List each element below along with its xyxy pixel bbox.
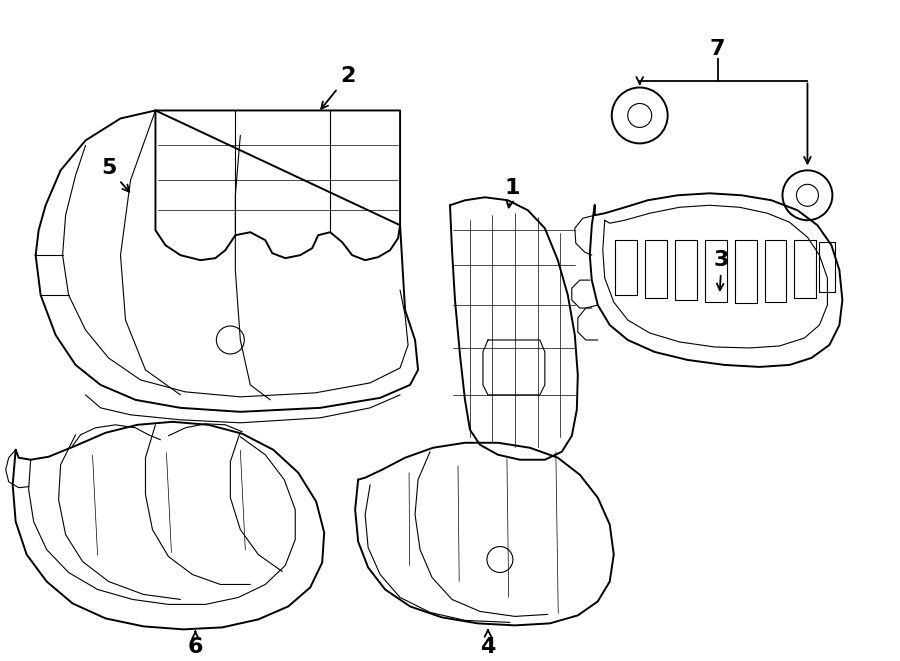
Text: 1: 1 (504, 178, 519, 208)
Text: 4: 4 (481, 630, 496, 657)
Text: 7: 7 (710, 38, 725, 59)
Text: 5: 5 (101, 159, 130, 192)
Text: 6: 6 (187, 631, 203, 657)
Text: 3: 3 (714, 250, 729, 290)
Text: 2: 2 (321, 65, 356, 109)
